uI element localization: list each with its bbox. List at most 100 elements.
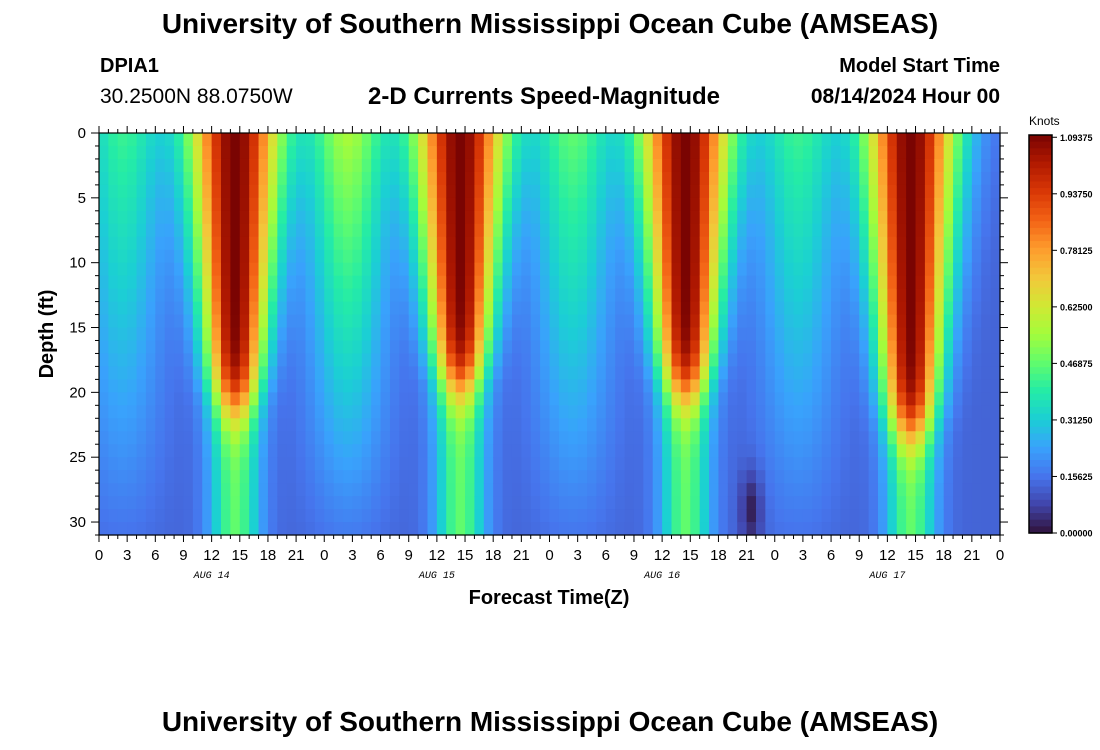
- heatmap-cell: [849, 509, 860, 523]
- heatmap-cell: [343, 133, 354, 147]
- heatmap-cell: [831, 275, 842, 290]
- heatmap-cell: [511, 418, 522, 432]
- heatmap-cell: [108, 366, 119, 380]
- heatmap-cell: [164, 340, 175, 355]
- heatmap-cell: [784, 522, 795, 536]
- heatmap-cell: [211, 223, 222, 238]
- heatmap-cell: [755, 145, 766, 160]
- heatmap-cell: [174, 288, 185, 303]
- heatmap-cell: [521, 262, 532, 277]
- heatmap-cell: [727, 327, 738, 342]
- heatmap-cell: [521, 457, 532, 471]
- heatmap-cell: [530, 470, 541, 484]
- heatmap-cell: [361, 366, 372, 380]
- heatmap-cell: [455, 483, 466, 497]
- heatmap-cell: [305, 249, 316, 264]
- heatmap-cell: [540, 275, 551, 290]
- heatmap-cell: [371, 236, 382, 251]
- heatmap-cell: [324, 483, 335, 497]
- heatmap-cell: [821, 431, 832, 445]
- heatmap-cell: [277, 275, 288, 290]
- heatmap-cell: [896, 288, 907, 303]
- heatmap-cell: [136, 522, 147, 536]
- heatmap-cell: [812, 288, 823, 303]
- heatmap-cell: [633, 223, 644, 238]
- heatmap-cell: [540, 171, 551, 186]
- heatmap-cell: [183, 262, 194, 277]
- heatmap-cell: [314, 353, 325, 368]
- heatmap-cell: [521, 418, 532, 432]
- heatmap-cell: [465, 509, 476, 523]
- heatmap-cell: [474, 353, 485, 368]
- heatmap-cell: [389, 327, 400, 342]
- heatmap-cell: [371, 158, 382, 173]
- heatmap-cell: [230, 392, 241, 406]
- heatmap-cell: [427, 444, 438, 458]
- heatmap-cell: [962, 275, 973, 290]
- heatmap-cell: [868, 249, 879, 264]
- heatmap-cell: [483, 223, 494, 238]
- heatmap-cell: [671, 522, 682, 536]
- heatmap-cell: [436, 197, 447, 212]
- heatmap-cell: [877, 366, 888, 380]
- heatmap-cell: [718, 353, 729, 368]
- heatmap-cell: [333, 133, 344, 147]
- x-tick-label: 0: [320, 547, 328, 564]
- heatmap-cell: [455, 288, 466, 303]
- heatmap-cell: [784, 418, 795, 432]
- heatmap-cell: [746, 197, 757, 212]
- heatmap-cell: [868, 288, 879, 303]
- heatmap-cell: [540, 483, 551, 497]
- heatmap-cell: [765, 301, 776, 316]
- heatmap-cell: [709, 210, 720, 225]
- heatmap-cell: [887, 314, 898, 329]
- heatmap-cell: [418, 405, 429, 419]
- heatmap-cell: [793, 197, 804, 212]
- heatmap-cell: [465, 379, 476, 393]
- heatmap-cell: [596, 457, 607, 471]
- heatmap-cell: [427, 496, 438, 510]
- heatmap-cell: [887, 405, 898, 419]
- heatmap-cell: [568, 197, 579, 212]
- heatmap-cell: [549, 314, 560, 329]
- heatmap-cell: [812, 522, 823, 536]
- heatmap-cell: [455, 405, 466, 419]
- heatmap-cell: [558, 145, 569, 160]
- heatmap-cell: [389, 184, 400, 199]
- heatmap-cell: [192, 509, 203, 523]
- colorbar-segment: [1029, 387, 1052, 395]
- heatmap-cell: [511, 236, 522, 251]
- heatmap-cell: [831, 249, 842, 264]
- heatmap-cell: [821, 366, 832, 380]
- heatmap-cell: [906, 418, 917, 432]
- heatmap-cell: [389, 236, 400, 251]
- colorbar-segment: [1029, 466, 1052, 474]
- heatmap-cell: [887, 210, 898, 225]
- heatmap-cell: [249, 353, 260, 368]
- heatmap-cell: [859, 418, 870, 432]
- heatmap-cell: [296, 133, 307, 147]
- heatmap-cell: [352, 275, 363, 290]
- heatmap-cell: [671, 314, 682, 329]
- heatmap-cell: [737, 171, 748, 186]
- heatmap-cell: [211, 197, 222, 212]
- heatmap-cell: [474, 314, 485, 329]
- heatmap-cell: [596, 133, 607, 147]
- heatmap-cell: [868, 158, 879, 173]
- heatmap-cell: [549, 509, 560, 523]
- heatmap-cell: [267, 418, 278, 432]
- heatmap-cell: [812, 249, 823, 264]
- heatmap-cell: [230, 483, 241, 497]
- colorbar-segment: [1029, 280, 1052, 289]
- heatmap-cell: [887, 236, 898, 251]
- heatmap-cell: [624, 431, 635, 445]
- x-tick-label: 12: [654, 547, 671, 564]
- heatmap-cell: [371, 223, 382, 238]
- heatmap-cell: [680, 223, 691, 238]
- heatmap-cell: [511, 249, 522, 264]
- heatmap-cell: [802, 366, 813, 380]
- heatmap-cell: [446, 392, 457, 406]
- heatmap-cell: [493, 145, 504, 160]
- heatmap-cell: [314, 133, 325, 147]
- heatmap-cell: [718, 158, 729, 173]
